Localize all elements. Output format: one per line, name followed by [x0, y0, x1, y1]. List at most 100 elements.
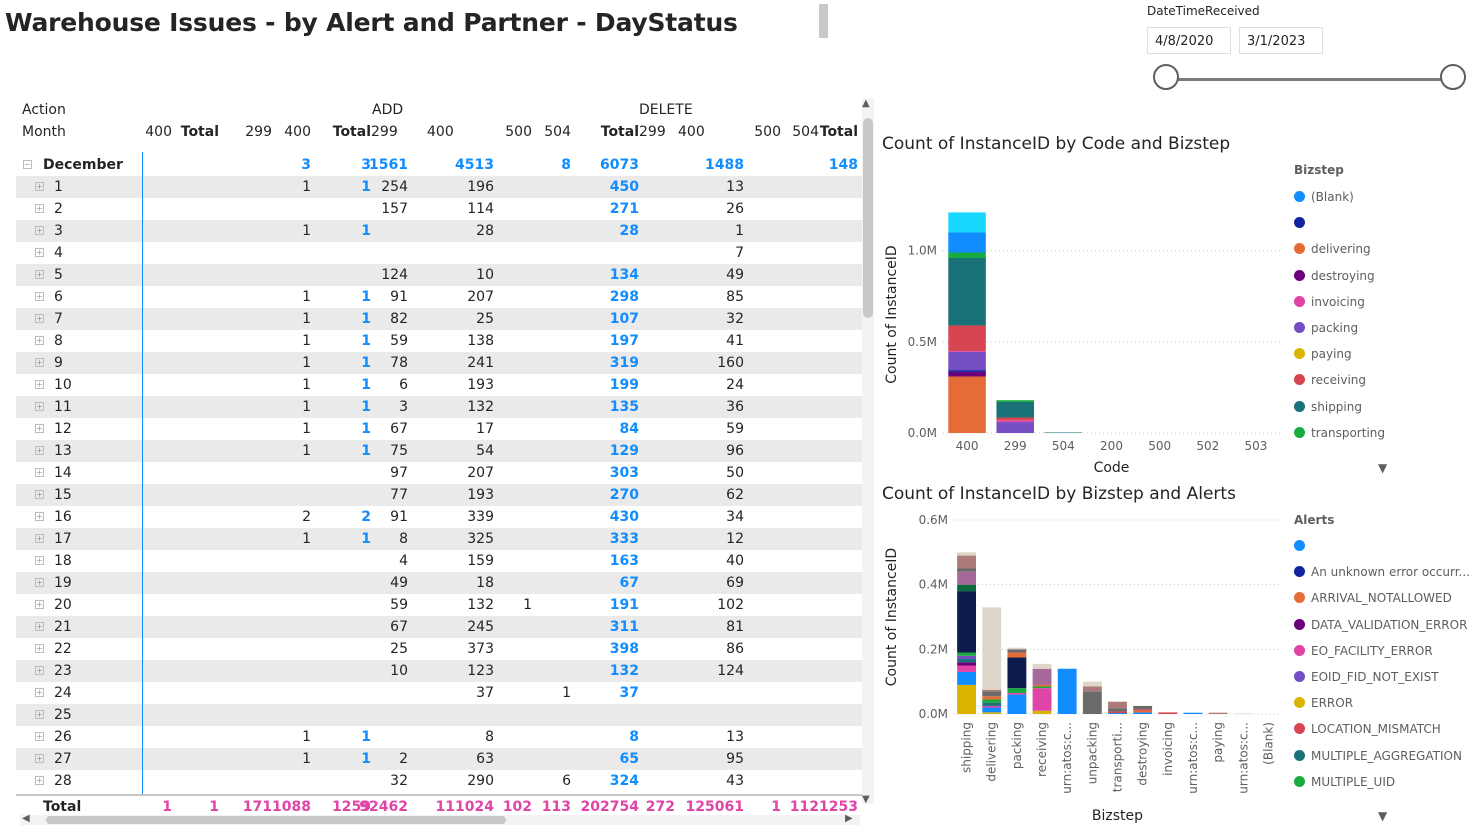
bar-segment[interactable]	[957, 571, 977, 585]
bar-segment[interactable]	[948, 252, 986, 258]
collapse-icon[interactable]: −	[23, 160, 32, 169]
expand-icon[interactable]: +	[35, 292, 44, 301]
bar-segment[interactable]	[996, 420, 1034, 423]
expand-icon[interactable]: +	[35, 534, 44, 543]
legend-item[interactable]: (Blank)	[1294, 184, 1385, 210]
expand-icon[interactable]: +	[35, 314, 44, 323]
expand-icon[interactable]: +	[35, 248, 44, 257]
table-row[interactable]: +19 49 18 67 69	[16, 572, 862, 594]
table-row[interactable]: +25	[16, 704, 862, 726]
bar-segment[interactable]	[996, 417, 1034, 421]
bar-segment[interactable]	[1082, 686, 1102, 692]
table-row[interactable]: +9 1 1 78 241 319 160	[16, 352, 862, 374]
month-row[interactable]: − December 3 3 1561 4513 8 6073 1488 148	[16, 154, 862, 176]
table-row[interactable]: +14 97 207 303 50	[16, 462, 862, 484]
legend-item[interactable]	[1294, 210, 1385, 236]
expand-icon[interactable]: +	[35, 644, 44, 653]
column-header[interactable]: 504	[792, 124, 819, 140]
legend-item[interactable]: EOID_FID_NOT_EXIST	[1294, 664, 1470, 690]
bar-segment[interactable]	[1007, 694, 1027, 714]
bar-segment[interactable]	[982, 699, 1002, 703]
expand-icon[interactable]: +	[35, 512, 44, 521]
scroll-right-icon[interactable]: ▶	[845, 813, 853, 824]
range-start-handle[interactable]	[1153, 64, 1179, 90]
column-header[interactable]: 400	[678, 124, 705, 140]
bar-segment[interactable]	[1133, 712, 1153, 714]
legend-item[interactable]: delivering	[1294, 236, 1385, 262]
table-row[interactable]: +15 77 193 270 62	[16, 484, 862, 506]
legend-item[interactable]: EO_FACILITY_ERROR	[1294, 638, 1470, 664]
horizontal-scroll-thumb[interactable]	[46, 816, 506, 824]
column-header[interactable]: 299	[639, 124, 666, 140]
bar-segment[interactable]	[948, 371, 986, 377]
expand-icon[interactable]: +	[35, 688, 44, 697]
chart2-legend-expand-icon[interactable]: ▼	[1378, 809, 1388, 823]
bar-segment[interactable]	[1183, 712, 1203, 714]
bar-segment[interactable]	[948, 370, 986, 372]
bar-segment[interactable]	[996, 400, 1034, 403]
bar-segment[interactable]	[957, 568, 977, 572]
table-row[interactable]: +8 1 1 59 138 197 41	[16, 330, 862, 352]
bar-segment[interactable]	[948, 376, 986, 433]
column-header[interactable]: 400	[284, 124, 311, 140]
expand-icon[interactable]: +	[35, 446, 44, 455]
bar-segment[interactable]	[1032, 688, 1052, 711]
table-row[interactable]: +24 37 1 37	[16, 682, 862, 704]
legend-item[interactable]: packing	[1294, 315, 1385, 341]
table-row[interactable]: +26 1 1 8 8 13	[16, 726, 862, 748]
table-row[interactable]: +7 1 1 82 25 107 32	[16, 308, 862, 330]
expand-icon[interactable]: +	[35, 666, 44, 675]
expand-icon[interactable]: +	[35, 226, 44, 235]
expand-icon[interactable]: +	[35, 622, 44, 631]
scroll-down-icon[interactable]: ▼	[862, 794, 870, 805]
legend-item[interactable]: transporting	[1294, 420, 1385, 446]
column-header[interactable]: 500	[505, 124, 532, 140]
table-row[interactable]: +23 10 123 132 124	[16, 660, 862, 682]
bar-segment[interactable]	[957, 662, 977, 666]
table-row[interactable]: +21 67 245 311 81	[16, 616, 862, 638]
bar-segment[interactable]	[1208, 712, 1228, 714]
scroll-left-icon[interactable]: ◀	[22, 813, 30, 824]
bar-segment[interactable]	[1233, 713, 1253, 714]
bar-segment[interactable]	[982, 689, 1002, 692]
bar-segment[interactable]	[957, 684, 977, 714]
expand-icon[interactable]: +	[35, 600, 44, 609]
bar-segment[interactable]	[982, 702, 1002, 706]
bar-segment[interactable]	[948, 212, 986, 233]
table-row[interactable]: +18 4 159 163 40	[16, 550, 862, 572]
bar-segment[interactable]	[982, 696, 1002, 700]
chart1-legend-expand-icon[interactable]: ▼	[1378, 461, 1388, 475]
table-row[interactable]: +10 1 1 6 193 199 24	[16, 374, 862, 396]
bar-segment[interactable]	[1007, 688, 1027, 693]
expand-icon[interactable]: +	[35, 732, 44, 741]
date-range-track[interactable]	[1167, 78, 1455, 81]
bar-segment[interactable]	[982, 691, 1002, 697]
column-header[interactable]: Total	[819, 124, 858, 140]
table-row[interactable]: +3 1 1 28 28 1	[16, 220, 862, 242]
column-header[interactable]: 299	[371, 124, 398, 140]
bar-segment[interactable]	[1032, 710, 1052, 714]
visual-drag-handle[interactable]	[819, 4, 828, 38]
bar-segment[interactable]	[1032, 668, 1052, 685]
column-header[interactable]: 400	[427, 124, 454, 140]
bar-segment[interactable]	[957, 659, 977, 663]
bar-segment[interactable]	[957, 584, 977, 592]
bar-segment[interactable]	[1108, 711, 1127, 714]
expand-icon[interactable]: +	[35, 710, 44, 719]
bar-segment[interactable]	[1007, 657, 1027, 689]
bar-segment[interactable]	[1082, 691, 1102, 714]
column-header[interactable]: 500	[754, 124, 781, 140]
legend-item[interactable]: ERROR	[1294, 690, 1470, 716]
expand-icon[interactable]: +	[35, 402, 44, 411]
table-row[interactable]: +11 1 1 3 132 135 36	[16, 396, 862, 418]
bar-segment[interactable]	[996, 422, 1034, 433]
bar-segment[interactable]	[1057, 668, 1077, 714]
bar-segment[interactable]	[982, 607, 1002, 690]
bar-segment[interactable]	[1133, 705, 1153, 710]
expand-icon[interactable]: +	[35, 270, 44, 279]
bar-segment[interactable]	[948, 325, 986, 351]
start-date-input[interactable]: 4/8/2020	[1147, 27, 1231, 54]
bar-segment[interactable]	[957, 591, 977, 653]
bar-segment[interactable]	[948, 257, 986, 326]
bar-segment[interactable]	[1032, 686, 1052, 689]
